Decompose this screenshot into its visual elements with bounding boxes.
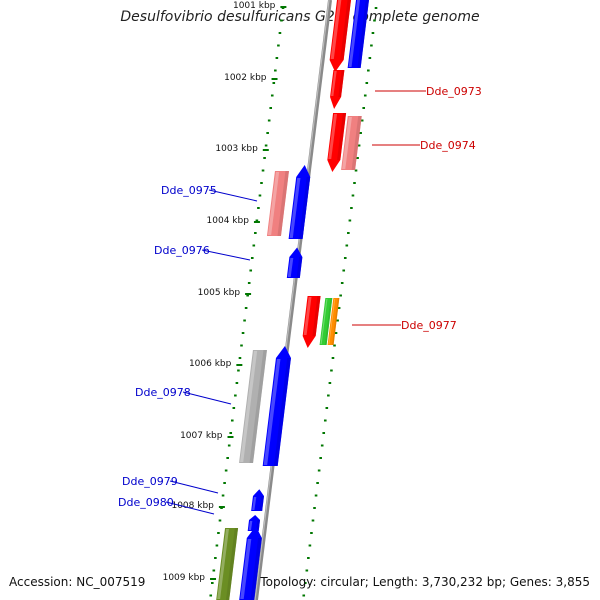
right-tick-track bbox=[302, 7, 378, 597]
gene-dde-0977b-arrow bbox=[327, 298, 340, 345]
gene-dde-0977-arrow bbox=[319, 298, 333, 345]
gene-dde-0973-arrow-shade bbox=[331, 71, 337, 96]
gene-label-dde_0976: Dde_0976 bbox=[154, 244, 210, 257]
gene-label-dde_0973: Dde_0973 bbox=[426, 85, 482, 98]
kbp-label: 1006 kbp bbox=[189, 359, 232, 369]
genome-title: Desulfovibrio desulfuricans G20, complet… bbox=[120, 9, 480, 25]
label-leader-line bbox=[201, 249, 251, 261]
gene-dde-0978-arrow-shade bbox=[263, 359, 281, 465]
left-tick-track bbox=[209, 7, 285, 597]
gene-dde-0975-arrow bbox=[288, 165, 311, 239]
gene-dde-0977-arrow-edge bbox=[324, 298, 333, 345]
gene-dde-0974-arrow-shade bbox=[342, 117, 352, 169]
topology-text: Topology: circular; Length: 3,730,232 bp… bbox=[260, 575, 590, 589]
gene-dde-0978-arrow bbox=[262, 346, 291, 466]
gene-dde-0972b-arrow bbox=[347, 0, 369, 68]
gene-dde-0972-arrow bbox=[329, 0, 351, 72]
gene-dde-0975-arrow-edge bbox=[299, 177, 311, 239]
gene-dde-0972b-arrow-shade bbox=[348, 0, 361, 67]
kbp-label: 1007 kbp bbox=[180, 431, 223, 441]
gene-dde-0982-arrow-edge bbox=[250, 538, 262, 600]
gene-dde-0975a-arrow bbox=[266, 171, 289, 236]
genome-backbone-highlight bbox=[254, 0, 330, 600]
label-leader-line bbox=[169, 480, 219, 494]
gene-dde-0976-arrow-edge bbox=[296, 257, 303, 278]
gene-dde-0972-arrow-edge bbox=[340, 0, 351, 60]
kbp-label: 1008 kbp bbox=[171, 501, 214, 511]
gene-dde-0976-arrow-shade bbox=[287, 258, 294, 277]
genome-backbone bbox=[254, 0, 332, 600]
gene-label-dde_0980: Dde_0980 bbox=[118, 496, 174, 509]
gene-labels: Dde_0973 Dde_0974 Dde_0975 Dde_0976 Dde_0977… bbox=[118, 85, 482, 515]
gene-dde-0972b-arrow-edge bbox=[357, 0, 369, 68]
gene-dde-0974a-arrow-edge bbox=[337, 113, 347, 160]
kbp-label: 1004 kbp bbox=[207, 216, 250, 226]
gene-dde-0977b-arrow-shade bbox=[328, 299, 336, 344]
gene-dde-0974a-arrow bbox=[327, 113, 347, 172]
gene-dde-0980-arrow-edge bbox=[255, 520, 261, 531]
gene-label-dde_0977: Dde_0977 bbox=[401, 319, 457, 332]
gene-label-dde_0975: Dde_0975 bbox=[161, 184, 217, 197]
gene-dde-0982-arrow bbox=[239, 526, 262, 600]
gene-dde-0981-arrow-shade bbox=[217, 529, 229, 599]
gene-dde-0979-arrow-edge bbox=[259, 496, 264, 511]
gene-dde-0975-arrow-shade bbox=[289, 178, 301, 238]
gene-dde-0974a-arrow-shade bbox=[328, 114, 338, 159]
gene-dde-0976-arrow bbox=[286, 247, 303, 278]
label-leader-line bbox=[165, 501, 215, 515]
gene-dde-0972-arrow-shade bbox=[330, 0, 342, 59]
gene-dde-0978a-arrow bbox=[239, 350, 267, 463]
gene-dde-0977a-arrow-shade bbox=[303, 297, 312, 335]
gene-dde-0982-arrow-shade bbox=[240, 539, 252, 599]
gene-dde-0979-arrow-shade bbox=[252, 497, 257, 510]
kbp-scale: 1001 kbp 1002 kbp 1003 kbp 1004 kbp 1005 kbp… bbox=[163, 1, 287, 583]
kbp-label: 1002 kbp bbox=[224, 73, 267, 83]
gene-dde-0977a-arrow-edge bbox=[312, 296, 321, 336]
gene-dde-0981-arrow bbox=[216, 528, 239, 600]
gene-dde-0975a-arrow-shade bbox=[267, 172, 280, 235]
gene-dde-0974-arrow bbox=[341, 116, 362, 170]
gene-dde-0979-arrow bbox=[251, 489, 264, 511]
kbp-label: 1009 kbp bbox=[163, 573, 206, 583]
kbp-label: 1005 kbp bbox=[198, 288, 241, 298]
gene-features bbox=[216, 0, 369, 600]
label-leader-line bbox=[182, 391, 232, 405]
gene-dde-0977-arrow-shade bbox=[320, 299, 328, 344]
gene-dde-0978-arrow-edge bbox=[273, 358, 291, 466]
gene-dde-0981-arrow-edge bbox=[225, 528, 239, 600]
accession-text: Accession: NC_007519 bbox=[9, 575, 146, 589]
gene-label-dde_0978: Dde_0978 bbox=[135, 386, 191, 399]
kbp-label: 1003 kbp bbox=[215, 144, 258, 154]
gene-label-dde_0979: Dde_0979 bbox=[122, 475, 178, 488]
gene-dde-0974-arrow-edge bbox=[351, 116, 362, 170]
gene-dde-0977b-arrow-edge bbox=[332, 298, 340, 345]
kbp-label: 1001 kbp bbox=[233, 1, 276, 11]
gene-dde-0980-arrow bbox=[247, 515, 261, 531]
gene-label-dde_0974: Dde_0974 bbox=[420, 139, 476, 152]
gene-dde-0973-arrow-edge bbox=[338, 70, 345, 97]
gene-dde-0978a-arrow-shade bbox=[240, 351, 258, 462]
gene-dde-0980-arrow-shade bbox=[248, 521, 253, 530]
label-leader-line bbox=[208, 189, 258, 202]
gene-dde-0977a-arrow bbox=[302, 296, 321, 348]
gene-dde-0973-arrow bbox=[330, 70, 345, 109]
gene-dde-0978a-arrow-edge bbox=[249, 350, 267, 463]
gene-dde-0975a-arrow-edge bbox=[277, 171, 289, 236]
